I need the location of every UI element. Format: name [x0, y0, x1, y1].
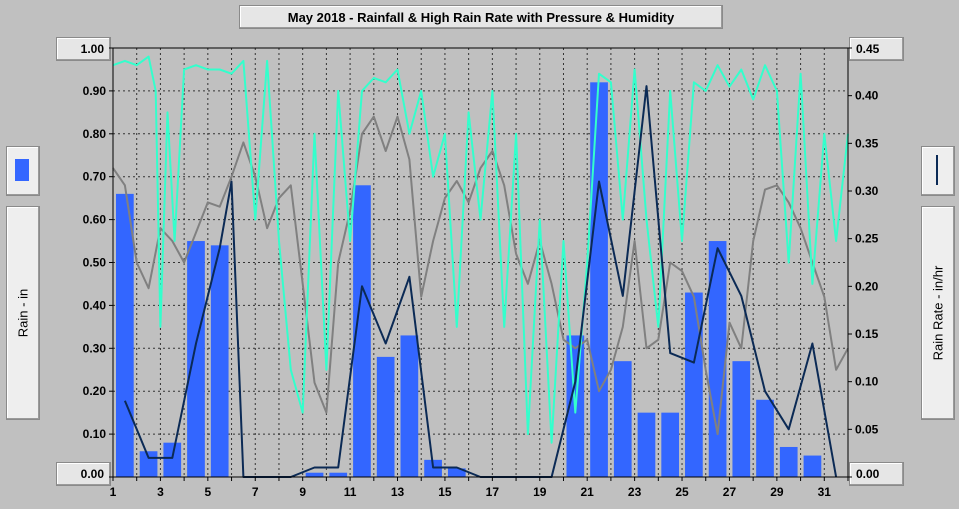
rain-bar [685, 292, 703, 477]
right-tick-labels: 0.05 0.10 0.15 0.20 0.25 0.30 0.35 0.40 [855, 89, 879, 437]
left-tick-label: 0.20 [83, 384, 107, 398]
rain-bar [305, 472, 324, 477]
rain-rate-line [123, 85, 838, 478]
rain-bar [803, 455, 822, 477]
rain-bar [637, 412, 656, 477]
right-axis-title: Rain Rate - in/hr [921, 206, 955, 420]
rain-rate-legend-swatch [921, 146, 955, 196]
rain-bar [163, 442, 182, 477]
x-tick-label: 29 [770, 485, 784, 499]
rain-bar [590, 82, 608, 477]
left-tick-label: 0.10 [83, 427, 107, 441]
left-tick-label: 0.90 [83, 84, 107, 98]
left-axis-top-label: 1.00 [56, 37, 111, 61]
right-tick-label: 0.20 [855, 279, 879, 293]
right-tick-label: 0.35 [855, 136, 879, 150]
right-axis-bottom-label: 0.00 [849, 462, 904, 486]
rain-bar [732, 361, 751, 477]
rain-bar [116, 193, 134, 478]
left-tick-label: 0.60 [83, 213, 107, 227]
rain-bar [187, 241, 205, 477]
x-tick-label: 17 [486, 485, 500, 499]
rain-bar [210, 245, 229, 477]
left-axis-bottom-label: 0.00 [56, 462, 111, 486]
pressure-series [112, 115, 849, 436]
rain-bar [376, 356, 395, 477]
rain-bar [447, 468, 466, 477]
x-tick-label: 11 [344, 485, 357, 499]
rain-bar [353, 185, 371, 477]
x-tick-label: 25 [675, 485, 689, 499]
right-tick-label: 0.40 [855, 89, 879, 103]
x-tick-label: 23 [628, 485, 642, 499]
x-tick-label: 27 [723, 485, 737, 499]
humidity-series [112, 55, 849, 444]
right-tick-label: 0.05 [855, 422, 879, 436]
chart-title: May 2018 - Rainfall & High Rain Rate wit… [239, 5, 723, 29]
x-tick-label: 21 [581, 485, 595, 499]
x-tick-label: 31 [818, 485, 832, 499]
x-tick-label: 9 [299, 485, 306, 499]
left-tick-label: 0.80 [83, 127, 107, 141]
rain-bar [400, 335, 419, 477]
x-tick-label: 13 [391, 485, 405, 499]
humidity-line [112, 55, 849, 444]
line-swatch-icon [936, 155, 938, 185]
x-tick-label: 1 [110, 485, 117, 499]
right-tick-label: 0.15 [855, 327, 879, 341]
x-tick-label: 5 [204, 485, 211, 499]
left-tick-label: 0.30 [83, 341, 107, 355]
x-tick-label: 19 [533, 485, 547, 499]
bar-swatch-icon [15, 159, 29, 181]
left-tick-labels: 0.10 0.20 0.30 0.40 0.50 0.60 0.70 0.80 0.90 [83, 84, 107, 441]
x-tick-label: 7 [252, 485, 259, 499]
rain-bar [756, 399, 774, 477]
rain-legend-swatch [6, 146, 40, 196]
right-tick-label: 0.25 [855, 232, 879, 246]
left-tick-label: 0.70 [83, 170, 107, 184]
left-axis-title: Rain - in [6, 206, 40, 420]
right-axis-top-label: 0.45 [849, 37, 904, 61]
rain-bar [139, 451, 158, 477]
axes [109, 47, 852, 481]
rain-bar [661, 412, 680, 477]
x-tick-labels: 1 3 5 7 9 11 13 15 17 19 21 23 25 27 29 31 [110, 485, 832, 499]
pressure-line [112, 115, 849, 436]
right-tick-label: 0.10 [855, 375, 879, 389]
rain-bar [613, 361, 632, 477]
rain-bar [329, 472, 348, 477]
right-tick-label: 0.30 [855, 184, 879, 198]
x-tick-label: 3 [157, 485, 164, 499]
rain-rate-series [123, 85, 838, 478]
left-tick-label: 0.50 [83, 256, 107, 270]
x-tick-label: 15 [438, 485, 452, 499]
rain-bar [779, 446, 798, 477]
left-tick-label: 0.40 [83, 298, 107, 312]
rain-bar [708, 241, 727, 477]
